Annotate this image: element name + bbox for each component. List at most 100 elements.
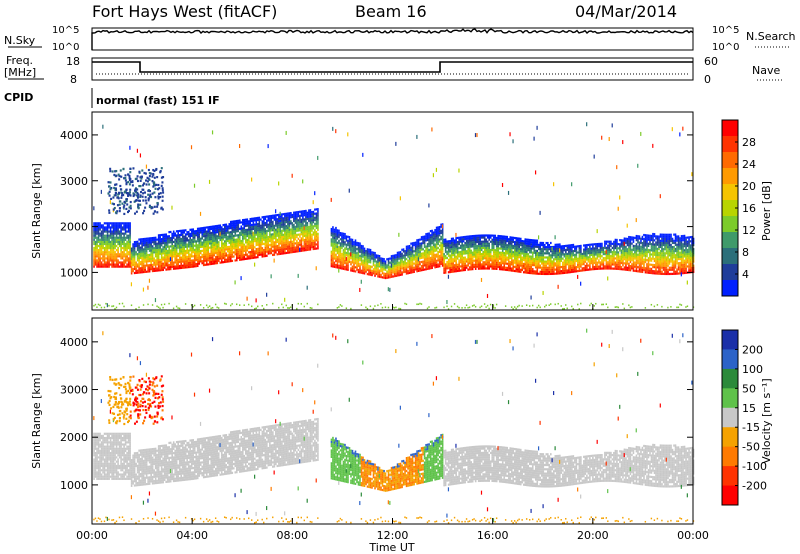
power-cell — [308, 217, 310, 220]
power-cell — [369, 261, 372, 264]
power-cell — [486, 246, 489, 249]
power-cell — [288, 232, 291, 236]
power-cell — [305, 232, 307, 235]
power-cell — [411, 264, 414, 268]
power-cell — [428, 242, 430, 245]
power-cell — [408, 244, 411, 248]
power-cell — [120, 230, 122, 233]
power-cell — [159, 248, 161, 251]
power-cell — [183, 256, 186, 259]
power-cell — [156, 244, 158, 247]
power-cell — [363, 272, 366, 275]
power-cell — [171, 234, 173, 238]
power-cell — [165, 249, 167, 253]
power-cell — [447, 250, 450, 253]
power-cell — [353, 265, 355, 269]
power-cell — [512, 251, 515, 254]
power-cell — [126, 240, 128, 243]
power-cell — [446, 261, 448, 264]
power-cell — [117, 226, 119, 229]
power-cell — [183, 260, 186, 263]
power-cell — [360, 263, 363, 266]
power-cell — [177, 242, 179, 245]
power-cell — [126, 246, 128, 250]
power-cell — [477, 240, 480, 243]
power-cell — [521, 262, 524, 265]
power-cell — [148, 253, 151, 256]
power-cell — [482, 255, 484, 258]
power-cell — [531, 243, 534, 246]
power-cell — [187, 245, 190, 248]
power-cell — [105, 228, 107, 231]
power-ground — [512, 308, 514, 310]
power-cell — [153, 242, 155, 246]
power-cell — [249, 253, 252, 256]
power-cell — [332, 255, 334, 258]
power-cell — [254, 233, 256, 236]
power-cell — [338, 235, 340, 238]
power-cell — [399, 271, 402, 274]
power-cell — [257, 231, 259, 234]
power-cell — [184, 243, 187, 246]
power-cell — [272, 229, 274, 232]
power-cell — [135, 244, 137, 248]
power-cell — [339, 258, 342, 261]
power-cell — [506, 266, 509, 270]
power-cell — [395, 274, 397, 277]
power-cell — [542, 262, 545, 265]
power-cell — [139, 242, 142, 245]
power-cell — [366, 252, 369, 255]
power-cell — [402, 266, 405, 270]
power-cell — [192, 238, 195, 241]
power-cell — [264, 224, 267, 227]
power-cell — [374, 264, 376, 267]
power-cell — [306, 211, 309, 214]
power-cell — [422, 235, 424, 239]
power-cell — [441, 239, 444, 242]
power-cell — [249, 224, 252, 227]
power-cell — [156, 248, 158, 252]
power-cell — [452, 268, 454, 271]
power-ground — [525, 304, 528, 306]
power-cell — [205, 244, 208, 248]
power-cell — [363, 262, 366, 265]
power-cell — [263, 220, 265, 223]
power-noise — [482, 256, 484, 261]
power-cell — [443, 244, 445, 248]
power-cell — [336, 249, 339, 253]
power-cell — [219, 253, 222, 256]
power-cell — [267, 244, 270, 247]
power-cell — [291, 248, 294, 252]
power-cell — [413, 258, 415, 261]
power-cell — [231, 259, 234, 262]
power-cell — [290, 232, 292, 235]
power-cell — [498, 257, 501, 260]
power-cell — [162, 262, 164, 265]
power-cell — [303, 220, 306, 223]
power-cell — [287, 233, 289, 236]
power-cell — [118, 232, 121, 235]
power-cell — [231, 253, 234, 256]
power-cell — [269, 233, 271, 236]
power-cell — [261, 243, 264, 246]
power-cell — [351, 238, 354, 241]
power-cell — [196, 250, 199, 253]
power-cell — [359, 267, 361, 270]
power-cell — [267, 223, 270, 226]
power-cell — [536, 258, 539, 261]
power-cell — [402, 260, 405, 263]
power-cell — [294, 250, 297, 253]
power-cell — [93, 222, 95, 225]
power-cell — [168, 231, 170, 234]
power-cell — [229, 251, 232, 254]
power-cell — [510, 238, 513, 241]
power-cell — [148, 241, 151, 244]
power-cell — [476, 234, 478, 237]
power-cell — [470, 251, 472, 254]
power-cell — [288, 220, 291, 223]
power-cell — [258, 253, 261, 256]
power-cell — [172, 251, 175, 254]
power-cell — [257, 256, 259, 259]
power-cell — [252, 256, 255, 259]
power-cell — [335, 235, 337, 238]
